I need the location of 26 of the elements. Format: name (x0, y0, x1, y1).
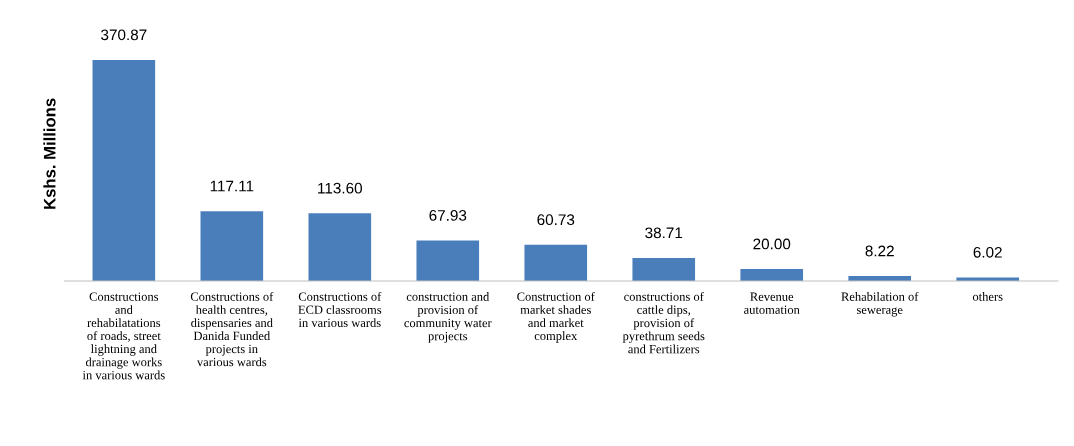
bar (200, 211, 264, 281)
x-tick-label: Constructions and rehabilatations of roads, street lightning and drainage works in various wards (82, 292, 165, 380)
data-label: 113.60 (318, 182, 362, 194)
x-tick-label: Construction of market shades and market complex (517, 291, 595, 343)
data-label: 117.11 (210, 180, 254, 192)
bar (92, 59, 156, 281)
x-tick-label: constructions of cattle dips, provision of pyrethrum seeds and Fertilizers (622, 291, 705, 354)
x-tick-label: Constructions of ECD classrooms in various wards (298, 291, 382, 328)
y-axis-title: Kshs. Millions (43, 98, 56, 209)
bar (308, 213, 372, 281)
data-label: 67.93 (429, 209, 467, 221)
data-label: 370.87 (101, 29, 147, 41)
data-label: 6.02 (973, 246, 1002, 258)
bar (524, 244, 588, 281)
data-label: 38.71 (645, 227, 683, 239)
x-tick-label: Rehabilation of sewerage (841, 291, 919, 317)
bar (416, 240, 480, 281)
data-label: 8.22 (865, 245, 894, 257)
bar (632, 257, 696, 281)
data-label: 20.00 (753, 238, 791, 250)
bar (740, 269, 804, 281)
data-label: 60.73 (537, 214, 575, 226)
x-tick-label: Revenue automation (744, 292, 800, 314)
x-tick-label: others (972, 292, 1003, 301)
x-tick-label: construction and provision of community water projects (404, 292, 492, 343)
x-tick-label: Constructions of health centres, dispensaries and Danida Funded projects in various wards (190, 291, 274, 367)
